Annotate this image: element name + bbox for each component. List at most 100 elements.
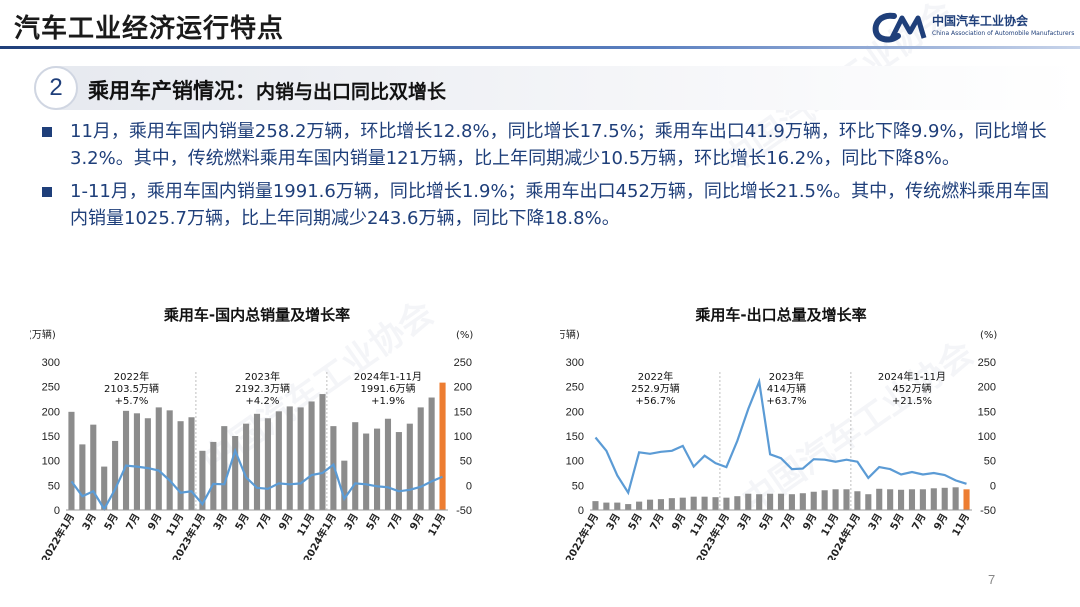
bar: [788, 494, 795, 510]
y-tick-label-left: 300: [42, 357, 60, 369]
bar: [668, 498, 675, 510]
bar: [395, 432, 402, 510]
x-tick-label: 2022年1月: [38, 511, 77, 560]
bar: [723, 497, 730, 510]
bullet-square-icon: [42, 127, 52, 137]
x-tick-label: 7月: [910, 512, 929, 533]
bar: [636, 501, 643, 510]
y-tick-label-left: 50: [572, 480, 584, 492]
year-total-annotation: 2024年1-11月: [878, 370, 946, 383]
y-tick-label-left: 0: [578, 505, 584, 517]
year-total-annotation: 2023年: [769, 370, 804, 383]
y-tick-label-right: -50: [980, 505, 996, 517]
year-total-annotation: +1.9%: [371, 396, 405, 407]
year-total-annotation: 414万辆: [767, 382, 806, 395]
bar: [79, 444, 86, 510]
logo-name-en: China Association of Automobile Manufact…: [932, 30, 1075, 37]
export-chart-svg: 乘用车-出口总量及增长率 (万辆) (%) 0 50 100 150 200 250 300 -50…: [560, 306, 997, 560]
left-axis-unit: (万辆): [30, 328, 56, 341]
y-tick-label-left: 150: [566, 431, 584, 443]
year-total-annotation: 452万辆: [892, 382, 931, 395]
bar: [777, 493, 785, 510]
year-total-annotation: +63.7%: [766, 396, 806, 407]
x-tick-label: 11月: [950, 512, 972, 539]
year-total-annotation: 2022年: [638, 370, 673, 383]
x-tick-label: 3月: [342, 512, 361, 533]
x-tick-label: 9月: [800, 512, 819, 533]
section-subtitle: 内销与出口同比双增长: [256, 81, 447, 103]
bar: [406, 423, 413, 510]
bar: [374, 428, 381, 510]
bar: [352, 422, 359, 510]
bar: [963, 489, 970, 510]
bar: [264, 418, 271, 510]
bar: [155, 407, 162, 510]
y-tick-label-right: 200: [978, 382, 996, 394]
bar: [908, 489, 916, 510]
bar: [363, 433, 370, 510]
bar: [930, 488, 937, 510]
bar: [799, 493, 806, 510]
right-axis-unit: (%): [456, 330, 473, 341]
bar: [166, 410, 173, 510]
growth-rate-line: [594, 377, 967, 496]
left-axis-unit: (万辆): [560, 328, 580, 341]
y-tick-label-right: 250: [978, 357, 996, 369]
bar: [810, 491, 817, 510]
page-title: 汽车工业经济运行特点: [14, 14, 285, 44]
bar: [646, 499, 654, 510]
bar: [767, 493, 774, 510]
x-tick-label: 7月: [255, 512, 274, 533]
growth-rate-line: [70, 447, 443, 512]
section-header: [34, 66, 1080, 110]
x-tick-label: 11月: [295, 512, 317, 539]
x-tick-label: 9月: [276, 512, 295, 533]
bar: [428, 397, 435, 510]
bar: [701, 496, 708, 510]
bar: [439, 382, 446, 510]
x-tick-label: 3月: [866, 512, 885, 533]
bar: [854, 491, 861, 510]
bullet-text: 1-11月，乘用车国内销量1991.6万辆，同比增长1.9%；乘用车出口452万…: [70, 181, 1050, 229]
bar: [756, 494, 763, 510]
y-tick-label-right: 50: [984, 456, 996, 468]
logo-name-cn: 中国汽车工业协会: [932, 14, 1029, 28]
bar: [734, 496, 741, 510]
x-tick-label: 3月: [735, 512, 754, 533]
section-title-main: 乘用车产销情况：: [88, 79, 256, 103]
y-tick-label-right: 250: [454, 357, 472, 369]
bar: [821, 490, 828, 510]
y-tick-label-left: 100: [566, 456, 584, 468]
bar: [832, 489, 839, 510]
right-axis-unit: (%): [980, 330, 997, 341]
x-tick-label: 9月: [931, 512, 950, 533]
bar: [603, 502, 610, 510]
x-tick-label: 9月: [407, 512, 426, 533]
x-tick-label: 3月: [80, 512, 99, 533]
bar: [199, 450, 206, 510]
bar: [876, 488, 883, 510]
x-tick-label: 3月: [604, 512, 623, 533]
year-total-annotation: +21.5%: [892, 396, 932, 407]
bar: [417, 407, 424, 510]
x-tick-label: 3月: [211, 512, 230, 533]
bar: [941, 487, 948, 510]
x-tick-label: 9月: [669, 512, 688, 533]
y-tick-label-left: 100: [42, 456, 60, 468]
y-tick-label-left: 150: [42, 431, 60, 443]
x-tick-label: 5月: [888, 512, 907, 533]
y-tick-label-left: 200: [566, 406, 584, 418]
year-total-annotation: +5.7%: [115, 396, 149, 407]
bar: [592, 501, 599, 510]
section-number: 2: [34, 66, 78, 110]
page-number: 7: [988, 572, 996, 587]
bullet-text: 11月，乘用车国内销量258.2万辆，环比增长12.8%，同比增长17.5%；乘…: [70, 121, 1047, 169]
bar: [625, 504, 632, 510]
y-tick-label-left: 250: [566, 382, 584, 394]
y-tick-label-left: 300: [566, 357, 584, 369]
bar: [308, 401, 315, 510]
bullet-item: 1-11月，乘用车国内销量1991.6万辆，同比增长1.9%；乘用车出口452万…: [40, 178, 1060, 232]
year-total-annotation: 2024年1-11月: [354, 370, 422, 383]
y-tick-label-right: 150: [454, 406, 472, 418]
bar: [243, 423, 250, 510]
